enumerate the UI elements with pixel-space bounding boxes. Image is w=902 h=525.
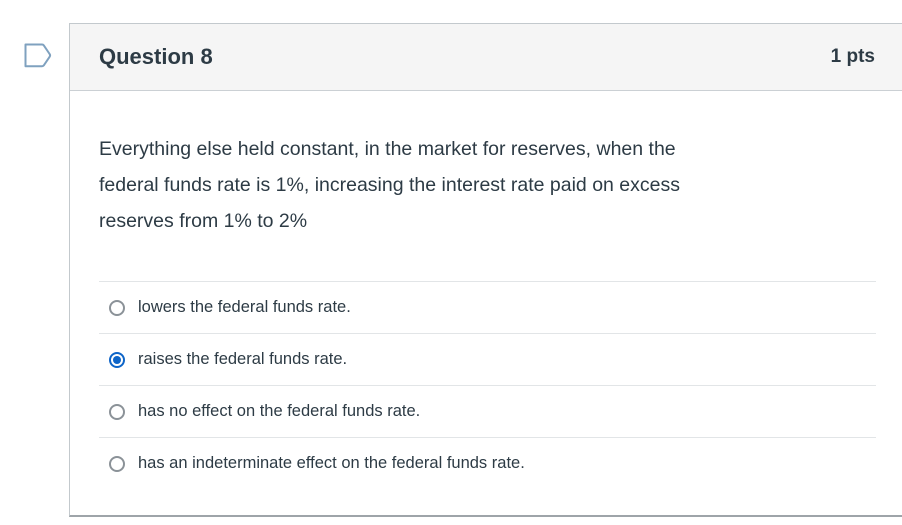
radio-button[interactable] — [109, 455, 125, 472]
answer-label[interactable]: raises the federal funds rate. — [138, 350, 348, 368]
answer-option[interactable]: raises the federal funds rate. — [99, 333, 876, 385]
question-points: 1 pts — [830, 46, 875, 67]
answer-label[interactable]: has no effect on the federal funds rate. — [138, 402, 421, 420]
answer-label[interactable]: has an indeterminate effect on the feder… — [138, 454, 525, 472]
question-text: Everything else held constant, in the ma… — [99, 131, 875, 239]
question-card: Question 8 1 pts Everything else held co… — [69, 23, 902, 517]
answer-option[interactable]: lowers the federal funds rate. — [99, 281, 876, 333]
radio-button[interactable] — [109, 299, 125, 316]
question-text-line: Everything else held constant, in the ma… — [99, 138, 676, 160]
question-text-line: federal funds rate is 1%, increasing the… — [99, 174, 680, 196]
question-text-line: reserves from 1% to 2% — [99, 210, 308, 232]
question-title: Question 8 — [99, 44, 213, 69]
flag-question-button[interactable] — [23, 42, 53, 69]
radio-button[interactable] — [109, 351, 125, 368]
answer-label[interactable]: lowers the federal funds rate. — [138, 298, 351, 316]
answer-options: lowers the federal funds rate. raises th… — [99, 281, 876, 489]
question-flag-icon — [24, 43, 52, 68]
radio-button[interactable] — [109, 403, 125, 420]
question-header: Question 8 1 pts — [70, 24, 902, 91]
answer-option[interactable]: has an indeterminate effect on the feder… — [99, 437, 876, 489]
answer-option[interactable]: has no effect on the federal funds rate. — [99, 385, 876, 437]
